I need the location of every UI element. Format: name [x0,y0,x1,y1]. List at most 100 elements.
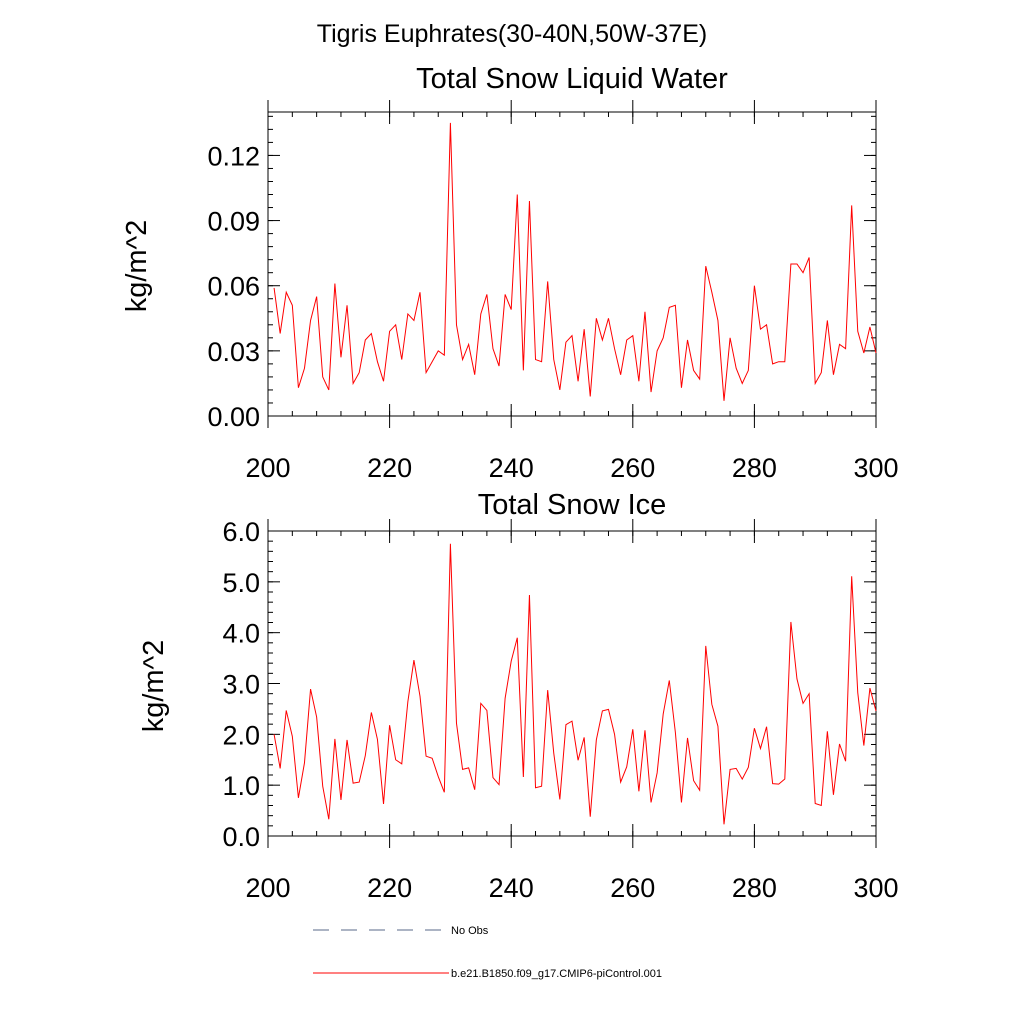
data-point [760,329,761,330]
data-point [736,368,737,369]
data-point [754,728,755,729]
data-point [498,784,499,785]
data-point [523,776,524,777]
data-point [322,376,323,377]
data-point [596,318,597,319]
data-point [529,594,530,595]
data-point [705,266,706,267]
data-point [511,661,512,662]
data-point [334,283,335,284]
data-point [638,381,639,382]
data-point [833,794,834,795]
data-point [675,732,676,733]
data-point [340,799,341,800]
y-tick-label: 1.0 [222,771,260,801]
panel-snow-liquid-water: Total Snow Liquid Water kg/m^2 0.00 0.03 0… [121,63,899,483]
data-point [760,748,761,749]
data-point [717,320,718,321]
data-point [821,805,822,806]
data-point [711,704,712,705]
y-tick-label: 3.0 [222,670,260,700]
data-point [723,400,724,401]
data-point [875,710,876,711]
data-point [407,313,408,314]
x-tick-label: 280 [732,453,777,483]
data-point [365,755,366,756]
data-point [438,350,439,351]
data-point [851,205,852,206]
data-point [480,313,481,314]
data-point [711,292,712,293]
data-point [742,778,743,779]
data-point [505,698,506,699]
data-point [304,368,305,369]
data-point [298,797,299,798]
plot-frame [267,530,877,837]
data-point [450,122,451,123]
data-point [693,370,694,371]
data-point [729,769,730,770]
data-point [401,763,402,764]
y-tick-label: 0.03 [207,337,260,367]
data-point [693,780,694,781]
data-point [796,263,797,264]
y-axis-label: kg/m^2 [121,220,153,313]
data-point [845,348,846,349]
data-point [766,324,767,325]
data-point [456,723,457,724]
data-point [675,305,676,306]
data-point [359,782,360,783]
data-point [517,194,518,195]
data-point [559,799,560,800]
y-tick-label: 0.06 [207,272,260,302]
data-point [535,787,536,788]
data-point [298,387,299,388]
data-point [577,381,578,382]
data-point [809,693,810,694]
data-point [815,803,816,804]
data-point [286,292,287,293]
data-point [699,790,700,791]
data-point [857,692,858,693]
x-tick-label: 260 [610,453,655,483]
data-point [322,786,323,787]
data-point [827,320,828,321]
data-point [334,738,335,739]
data-point [827,731,828,732]
data-point [383,381,384,382]
data-point [875,352,876,353]
data-point [626,339,627,340]
data-point [553,359,554,360]
data-point [462,769,463,770]
data-point [657,350,658,351]
data-point [346,305,347,306]
data-point [413,320,414,321]
data-point [468,767,469,768]
data-point [669,680,670,681]
x-tick-label: 200 [245,873,290,903]
data-point [778,784,779,785]
data-point [869,326,870,327]
data-point [474,789,475,790]
data-point [419,292,420,293]
data-point [486,294,487,295]
figure-title: Tigris Euphrates(30-40N,50W-37E) [317,20,707,48]
data-point [389,331,390,332]
data-point [742,383,743,384]
data-point [444,792,445,793]
data-point [310,320,311,321]
data-point [784,778,785,779]
data-point [559,389,560,390]
data-point [723,824,724,825]
data-point [316,716,317,717]
y-tick-label: 5.0 [222,568,260,598]
data-point [717,726,718,727]
data-point [650,802,651,803]
data-point [845,761,846,762]
data-point [632,335,633,336]
data-point [584,329,585,330]
data-point [328,819,329,820]
series-line [273,122,877,401]
data-point [340,357,341,358]
data-point [541,786,542,787]
